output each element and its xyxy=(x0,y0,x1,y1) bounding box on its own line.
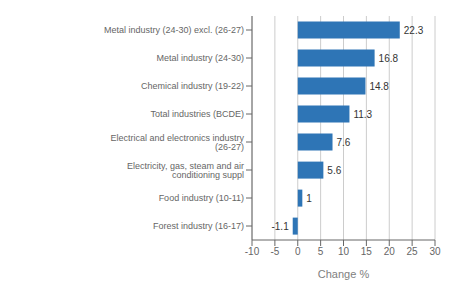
svg-text:30: 30 xyxy=(429,246,441,257)
svg-text:7.6: 7.6 xyxy=(337,137,351,148)
svg-text:-5: -5 xyxy=(270,246,279,257)
svg-text:-10: -10 xyxy=(245,246,260,257)
svg-text:1: 1 xyxy=(306,193,312,204)
svg-text:25: 25 xyxy=(407,246,419,257)
svg-text:11.3: 11.3 xyxy=(353,109,372,120)
svg-text:5: 5 xyxy=(318,246,324,257)
svg-text:14.8: 14.8 xyxy=(369,81,389,92)
svg-text:0: 0 xyxy=(295,246,301,257)
svg-text:-1.1: -1.1 xyxy=(271,221,289,232)
svg-text:Electrical and electronics ind: Electrical and electronics industry(26-2… xyxy=(110,133,244,152)
svg-text:5.6: 5.6 xyxy=(327,165,341,176)
svg-text:10: 10 xyxy=(338,246,350,257)
svg-text:Total industries (BCDE): Total industries (BCDE) xyxy=(150,109,244,119)
svg-text:15: 15 xyxy=(361,246,373,257)
svg-text:Metal industry (24-30): Metal industry (24-30) xyxy=(156,53,244,63)
svg-text:Metal industry (24-30) excl. (: Metal industry (24-30) excl. (26-27) xyxy=(104,25,244,35)
svg-text:22.3: 22.3 xyxy=(404,25,424,36)
svg-text:16.8: 16.8 xyxy=(379,53,399,64)
svg-text:Change %: Change % xyxy=(318,268,370,280)
svg-text:Food industry (10-11): Food industry (10-11) xyxy=(159,193,244,203)
svg-text:Electricity, gas, steam and ai: Electricity, gas, steam and aircondition… xyxy=(127,161,244,180)
svg-text:Chemical industry (19-22): Chemical industry (19-22) xyxy=(141,81,244,91)
svg-text:Forest industry (16-17): Forest industry (16-17) xyxy=(153,221,244,231)
svg-text:20: 20 xyxy=(384,246,396,257)
